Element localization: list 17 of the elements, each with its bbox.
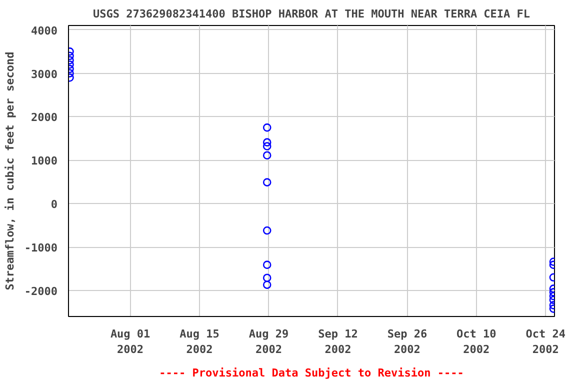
y-tick-label: 0 [50, 198, 58, 212]
y-axis-title: Streamflow, in cubic feet per second [3, 52, 16, 290]
x-tick-label: Oct 10 2002 [456, 328, 496, 356]
y-tick-label: -1000 [24, 242, 58, 255]
x-tick-label: Aug 29 2002 [248, 328, 289, 356]
x-tick-label: Oct 24 2002 [526, 328, 566, 356]
x-tick-label: Aug 15 2002 [180, 328, 220, 356]
text: ---- Provisional Data Subject to Revision ---- [159, 366, 464, 380]
x-tick-label: Aug 01 2002 [110, 328, 151, 356]
y-tick-label: 1000 [31, 154, 58, 168]
x-tick-label: Sep 12 2002 [318, 328, 358, 356]
chart-title: USGS 273629082341400 BISHOP HARBOR AT THE MOUTH NEAR TERRA CEIA FL [92, 8, 530, 20]
y-tick-label: 4000 [31, 24, 58, 38]
y-tick-label: -2000 [24, 284, 58, 298]
y-tick-label: 2000 [31, 111, 58, 124]
y-tick-label: 3000 [31, 68, 58, 81]
x-tick-label: Sep 26 2002 [387, 328, 428, 356]
